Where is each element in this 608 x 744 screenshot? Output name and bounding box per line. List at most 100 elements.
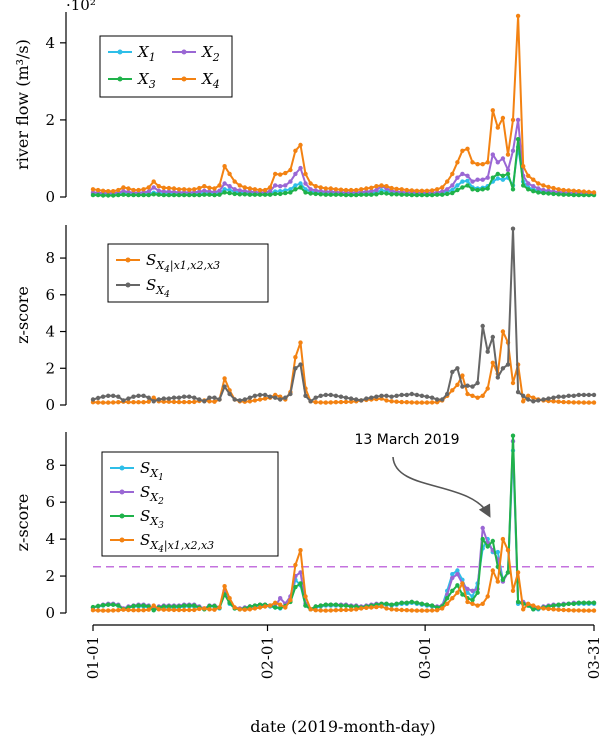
data-point bbox=[348, 192, 354, 198]
data-point bbox=[470, 384, 475, 389]
data-point bbox=[450, 388, 455, 393]
y-tick-label: 6 bbox=[45, 493, 55, 511]
data-point bbox=[526, 397, 531, 402]
data-point bbox=[181, 603, 187, 608]
data-point bbox=[510, 148, 516, 153]
data-point bbox=[197, 397, 202, 402]
y-tick-label: 8 bbox=[45, 249, 55, 267]
data-point bbox=[404, 392, 409, 398]
data-point bbox=[181, 187, 187, 192]
data-point bbox=[298, 581, 303, 586]
data-point bbox=[313, 604, 318, 609]
data-point bbox=[485, 544, 490, 549]
data-point bbox=[551, 185, 556, 191]
data-point bbox=[399, 607, 404, 613]
data-point bbox=[521, 607, 526, 612]
data-point bbox=[460, 373, 465, 378]
data-point bbox=[151, 192, 156, 197]
data-point bbox=[212, 186, 217, 191]
data-point bbox=[222, 181, 227, 186]
data-point bbox=[116, 400, 121, 405]
data-point bbox=[475, 395, 480, 400]
data-point bbox=[424, 394, 430, 399]
data-point bbox=[561, 399, 566, 405]
data-point bbox=[95, 608, 101, 613]
data-point bbox=[409, 400, 414, 405]
data-point bbox=[369, 192, 374, 197]
data-point bbox=[171, 186, 177, 191]
data-point bbox=[338, 603, 344, 608]
data-point bbox=[429, 188, 435, 193]
data-point bbox=[338, 394, 344, 399]
data-point bbox=[293, 355, 298, 360]
data-point bbox=[192, 395, 197, 400]
series-s-x3 bbox=[90, 433, 597, 613]
legend: X1 X2 X3 X4 bbox=[99, 35, 233, 98]
data-point bbox=[414, 392, 420, 398]
data-point bbox=[348, 604, 354, 609]
data-point bbox=[333, 602, 339, 607]
data-point bbox=[374, 394, 379, 399]
x-tick-label: 03-31 bbox=[585, 636, 603, 679]
data-point bbox=[576, 189, 581, 194]
data-point bbox=[379, 604, 384, 609]
y-tick-label: 4 bbox=[45, 323, 55, 341]
data-point bbox=[136, 603, 141, 608]
data-point bbox=[100, 603, 106, 608]
data-point bbox=[480, 601, 485, 606]
data-point bbox=[359, 606, 364, 611]
data-point bbox=[273, 600, 278, 605]
data-point bbox=[515, 13, 521, 19]
y-tick-label: 4 bbox=[45, 530, 55, 548]
data-point bbox=[328, 192, 333, 197]
data-point bbox=[465, 391, 470, 397]
data-point bbox=[384, 184, 389, 189]
data-point bbox=[232, 397, 237, 402]
data-point bbox=[242, 607, 247, 612]
data-point bbox=[146, 189, 151, 194]
data-point bbox=[212, 395, 217, 400]
data-point bbox=[156, 188, 161, 193]
data-point bbox=[252, 192, 258, 197]
data-point bbox=[505, 152, 511, 157]
legend-label: SX4 bbox=[146, 276, 170, 300]
data-point bbox=[424, 188, 430, 193]
data-point bbox=[566, 601, 571, 606]
data-point bbox=[293, 366, 298, 371]
data-point bbox=[526, 601, 531, 606]
data-point bbox=[303, 594, 308, 599]
data-point bbox=[212, 189, 217, 195]
data-point bbox=[278, 184, 283, 189]
data-point bbox=[247, 607, 253, 612]
data-point bbox=[100, 188, 106, 193]
y-axis-label: z-score bbox=[13, 494, 32, 552]
data-point bbox=[576, 608, 581, 613]
data-point bbox=[298, 142, 303, 148]
data-point bbox=[414, 608, 420, 613]
data-point bbox=[445, 187, 450, 192]
legend-swatch-marker bbox=[125, 257, 131, 263]
data-point bbox=[515, 570, 521, 575]
data-point bbox=[470, 187, 475, 192]
data-point bbox=[151, 399, 156, 404]
y-tick-label: 4 bbox=[45, 34, 55, 52]
data-point bbox=[348, 396, 354, 401]
data-point bbox=[161, 399, 166, 404]
data-point bbox=[298, 181, 303, 186]
data-point bbox=[217, 605, 222, 610]
data-point bbox=[515, 389, 521, 395]
data-point bbox=[192, 399, 197, 405]
data-point bbox=[566, 393, 571, 398]
data-point bbox=[176, 607, 182, 613]
data-point bbox=[136, 187, 141, 193]
data-point bbox=[293, 584, 298, 590]
data-point bbox=[247, 395, 253, 400]
data-point bbox=[303, 171, 308, 177]
data-point bbox=[586, 392, 592, 398]
data-point bbox=[389, 399, 394, 404]
data-point bbox=[303, 393, 308, 398]
y-tick-label: 2 bbox=[45, 111, 55, 129]
data-point bbox=[521, 164, 526, 169]
